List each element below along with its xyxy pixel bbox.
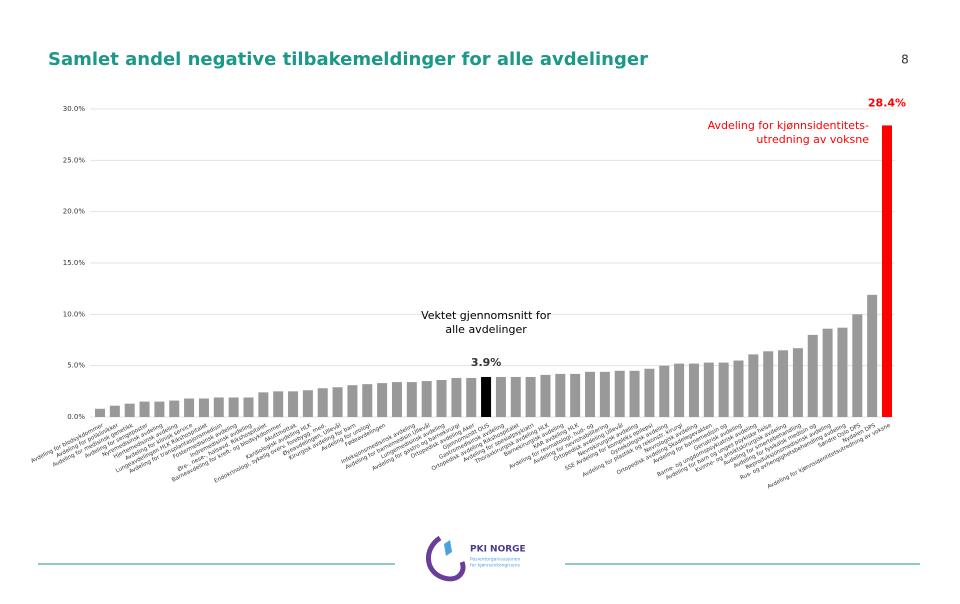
bar [481,376,492,417]
y-tick-label: 5.0% [67,362,85,370]
bar [674,363,685,417]
bar [377,383,388,417]
bar [510,376,521,417]
bar [124,403,135,417]
bar [614,370,625,417]
page-number: 8 [901,53,909,67]
bar [362,384,373,417]
y-tick-label: 30.0% [63,105,86,113]
bar [184,398,195,417]
annotation: alle avdelinger [445,323,527,336]
bar [525,376,536,417]
bar [228,397,239,417]
bar [555,373,566,417]
bar [466,377,477,417]
plot: 0.0% 5.0% 10.0% 15.0% 20.0% 25.0% 30.0% Avdelin… [30,96,906,490]
bar [852,314,863,417]
bar [391,382,402,417]
logo: PKI NORGE Pasientorganisasjonen for kjøn… [426,535,526,582]
bar [273,391,284,417]
bar [302,390,313,417]
bar [882,125,892,417]
annotation: Vektet gjennomsnitt for [421,309,551,322]
bar [792,348,803,417]
y-tick-label: 10.0% [63,310,86,318]
logo-title: PKI NORGE [470,545,526,555]
bar [451,377,462,417]
y-tick-label: 20.0% [63,208,86,216]
bar [807,334,818,417]
bar [213,397,224,417]
annotation: utredning av voksne [756,133,869,146]
bar [778,350,789,417]
logo-subtitle: for kjønnsinkongruens [470,563,521,569]
bar [718,362,729,417]
bar [629,370,640,417]
bar [763,351,774,417]
bar [95,408,105,417]
y-tick-label: 0.0% [67,413,85,421]
bar [570,373,581,417]
bar [154,401,165,417]
bar [288,391,299,417]
bar [495,376,506,417]
bar [198,398,209,417]
bar [317,388,328,417]
bar [599,371,610,417]
logo-subtitle: Pasientorganisasjonen [470,557,521,563]
bar [733,360,744,417]
y-tick-label: 25.0% [63,156,86,164]
value-label: 3.9% [471,356,502,369]
bar [703,362,714,417]
logo-mark [444,540,452,556]
value-label: 28.4% [868,96,906,109]
slide-title: Samlet andel negative tilbakemeldinger f… [48,49,648,70]
logo-mark [426,535,466,582]
y-tick-label: 15.0% [63,259,86,267]
bar [867,294,878,417]
bar [659,365,670,417]
bar [644,368,655,417]
bar [139,401,150,417]
bar [421,381,432,417]
bar [436,380,447,417]
bar [169,400,180,417]
bar [347,385,358,417]
bar [688,363,699,417]
bar [332,387,343,417]
bar [837,327,848,417]
bar [109,405,120,417]
bar [748,354,759,417]
bar [243,397,254,417]
bar [258,392,269,417]
bar [540,374,551,417]
bar [406,382,417,417]
bar [822,328,833,417]
bar [585,371,596,417]
annotation: Avdeling for kjønnsidentitets- [708,119,869,132]
